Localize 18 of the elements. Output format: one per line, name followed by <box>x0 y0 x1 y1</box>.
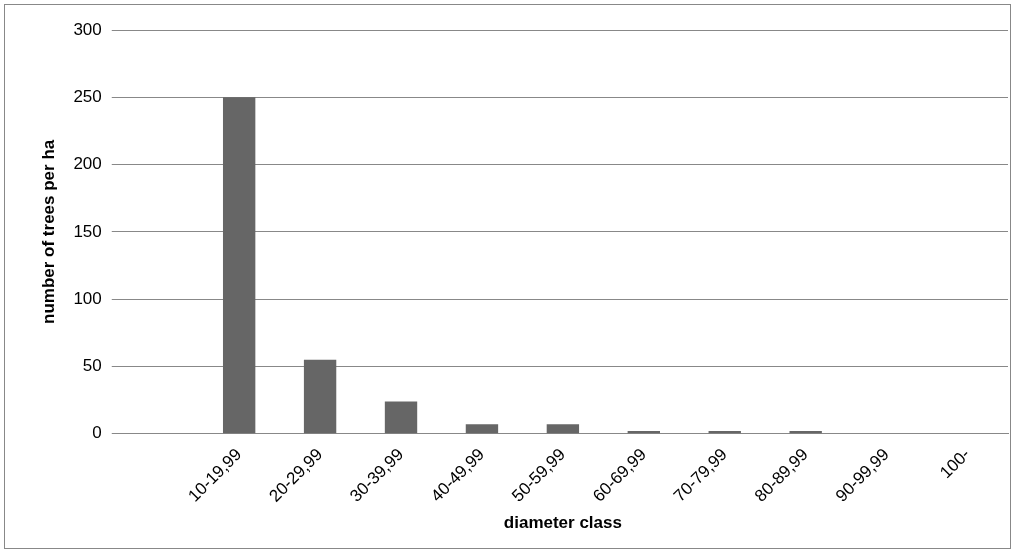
bar <box>222 97 256 434</box>
y-tick-label: 100 <box>73 288 102 308</box>
x-tick-label: 100- <box>936 444 974 483</box>
bar <box>303 359 337 434</box>
y-axis-title: number of trees per ha <box>38 139 58 324</box>
y-tick-label: 0 <box>92 423 102 443</box>
bar <box>546 424 580 434</box>
bar <box>384 401 418 434</box>
y-tick-label: 300 <box>73 19 102 39</box>
x-axis-title: diameter class <box>503 513 622 533</box>
bar <box>465 424 499 434</box>
y-tick-label: 150 <box>73 221 102 241</box>
bar <box>789 431 822 434</box>
y-tick-label: 250 <box>73 86 102 106</box>
bar <box>708 431 741 434</box>
y-tick-label: 200 <box>73 154 102 174</box>
y-tick-label: 50 <box>82 356 102 376</box>
bar <box>627 431 660 434</box>
